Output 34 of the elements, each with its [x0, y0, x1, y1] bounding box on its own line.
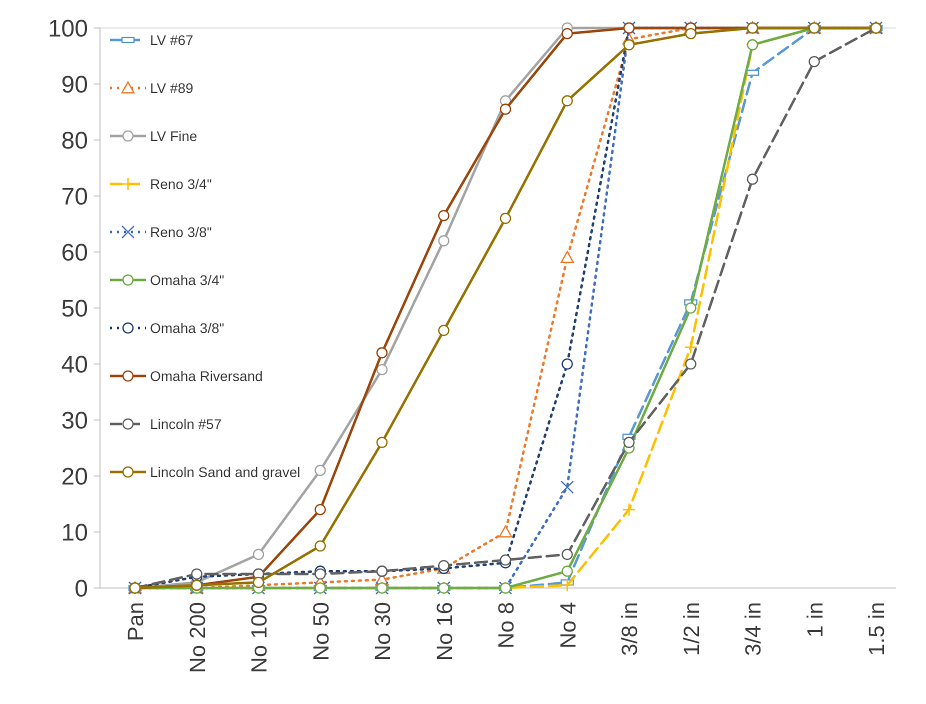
- x-tick-label: No 16: [432, 602, 457, 661]
- y-tick-label: 50: [61, 295, 88, 322]
- legend-label: Omaha 3/8": [150, 320, 224, 336]
- x-tick-label: 3/4 in: [740, 602, 766, 656]
- x-tick-label: 1.5 in: [864, 602, 889, 656]
- y-tick-label: 60: [61, 239, 88, 266]
- x-tick-label: No 8: [494, 602, 518, 648]
- y-tick-label: 30: [61, 407, 88, 434]
- legend-label: Reno 3/4": [150, 176, 212, 192]
- y-tick-label: 40: [61, 351, 88, 378]
- legend-label: LV #89: [150, 80, 194, 96]
- y-tick-label: 90: [61, 71, 88, 98]
- legend-label: Omaha 3/4": [150, 272, 224, 288]
- legend-label: LV Fine: [150, 128, 198, 144]
- x-tick-label: 1/2 in: [678, 602, 704, 656]
- x-tick-label: 3/8 in: [617, 602, 642, 656]
- x-tick-label: No 100: [246, 602, 272, 673]
- x-tick-label: No 50: [308, 602, 334, 661]
- x-tick-label: 1 in: [802, 602, 828, 638]
- legend-label: Reno 3/8": [150, 224, 212, 240]
- x-tick-label: No 4: [555, 602, 580, 648]
- y-tick-label: 70: [61, 183, 88, 210]
- x-tick-label: No 200: [184, 602, 210, 673]
- y-tick-label: 20: [61, 463, 88, 490]
- y-tick-label: 10: [61, 519, 88, 546]
- x-tick-label: Pan: [123, 602, 148, 642]
- legend-label: Omaha Riversand: [150, 368, 263, 384]
- x-tick-label: No 30: [370, 602, 395, 661]
- legend-label: LV #67: [150, 32, 194, 48]
- y-tick-label: 100: [48, 15, 88, 42]
- legend-label: Lincoln #57: [150, 416, 222, 432]
- legend-label: Lincoln Sand and gravel: [150, 464, 300, 480]
- y-tick-label: 0: [74, 575, 88, 602]
- y-tick-label: 80: [61, 127, 88, 154]
